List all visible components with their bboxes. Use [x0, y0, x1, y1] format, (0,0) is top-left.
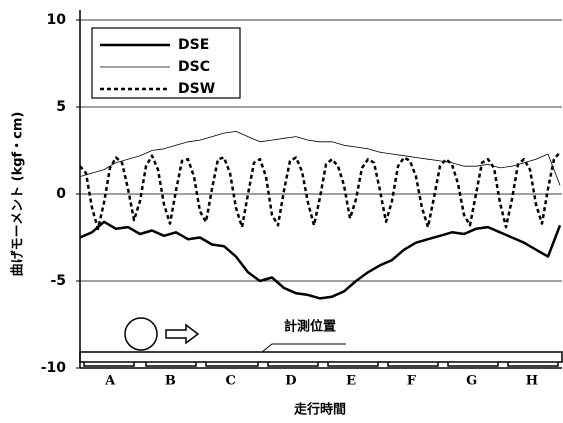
page: {"chart_data": {"type": "line", "ylabel"… [0, 0, 563, 423]
y-tick-label: -10 [41, 360, 67, 376]
section-label: C [225, 374, 235, 389]
x-axis-label: 走行時間 [294, 402, 346, 418]
section-label: E [346, 374, 356, 389]
legend-label: DSW [178, 81, 215, 97]
legend-label: DSC [178, 59, 210, 75]
y-tick-label: 10 [47, 12, 67, 28]
section-label: G [466, 374, 477, 389]
section-label: D [285, 374, 296, 389]
series-line [80, 152, 560, 229]
legend-box [92, 28, 240, 98]
section-label: A [104, 374, 116, 389]
section-label: F [407, 374, 417, 389]
annotation: 計測位置 [284, 319, 336, 335]
y-tick-label: 5 [56, 99, 66, 115]
y-tick-label: -5 [50, 273, 66, 289]
chart: 曲げモーメント (kgf・cm) 走行時間 計測位置 -10 -5 0 5 10 A B C D… [0, 0, 563, 423]
series-line [80, 222, 560, 299]
section-label: B [165, 374, 176, 389]
legend-label: DSE [178, 37, 209, 53]
y-axis-label: 曲げモーメント (kgf・cm) [10, 112, 26, 277]
y-tick-label: 0 [56, 186, 66, 202]
section-label: H [526, 374, 538, 389]
